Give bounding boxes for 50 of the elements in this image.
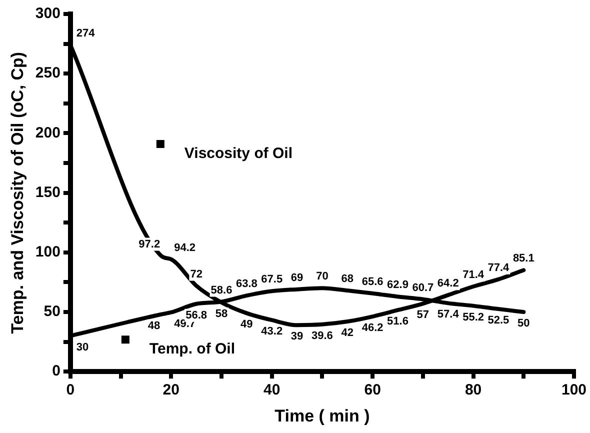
- legend-label: Temp. of Oil: [149, 340, 235, 358]
- data-label: 58.6: [210, 284, 232, 296]
- data-label: 57: [416, 309, 430, 322]
- data-label: 63.8: [236, 278, 258, 290]
- x-axis-title: Time ( min ): [274, 406, 370, 426]
- y-tick-label: 250: [35, 64, 60, 82]
- data-label: 51.6: [387, 316, 408, 328]
- data-label: 274: [76, 28, 96, 40]
- data-label: 56.8: [186, 309, 208, 322]
- data-label: 52.5: [488, 314, 510, 327]
- data-label: 85.1: [512, 252, 534, 265]
- data-label: 39.6: [312, 330, 333, 342]
- data-label: 67.5: [261, 274, 283, 286]
- y-tick-label: 100: [35, 244, 60, 261]
- data-label: 77.4: [488, 262, 510, 274]
- data-label: 62.9: [387, 279, 408, 292]
- data-label: 50: [518, 318, 530, 330]
- y-tick-label: 150: [35, 184, 60, 201]
- data-label: 70: [316, 270, 328, 283]
- y-tick-label: 50: [44, 303, 60, 320]
- data-label: 43.2: [261, 326, 283, 338]
- x-tick-label: 40: [264, 382, 280, 399]
- data-label: 46.2: [362, 322, 384, 334]
- y-tick-label: 0: [52, 362, 60, 380]
- x-tick-label: 0: [66, 382, 75, 399]
- data-label: 68: [341, 273, 354, 286]
- data-label: 55.2: [462, 311, 484, 324]
- data-label: 58: [215, 308, 228, 320]
- data-label: 57.4: [437, 308, 460, 321]
- data-label: 72: [190, 268, 202, 280]
- data-label: 64.2: [437, 278, 459, 290]
- data-label: 49: [240, 318, 253, 331]
- legend-label: Viscosity of Oil: [184, 145, 293, 162]
- x-tick-label: 20: [162, 382, 180, 399]
- x-tick-label: 60: [364, 382, 381, 399]
- data-label: 48: [148, 320, 160, 332]
- data-label: 69: [290, 272, 304, 284]
- data-label: 71.4: [462, 269, 485, 282]
- data-label: 39: [290, 330, 304, 343]
- data-label: 94.2: [174, 242, 196, 254]
- x-tick-label: 80: [464, 382, 482, 399]
- data-label: 30: [76, 341, 89, 354]
- data-label: 42: [341, 327, 354, 340]
- y-axis-title: Temp. and Viscosity of Oil (oC, Cp): [8, 52, 27, 334]
- x-tick-label: 100: [561, 382, 587, 399]
- y-tick-label: 200: [35, 124, 60, 142]
- data-label: 60.7: [412, 282, 434, 294]
- data-label: 65.6: [362, 276, 384, 288]
- y-tick-label: 300: [35, 5, 60, 22]
- data-label: 97.2: [138, 238, 160, 250]
